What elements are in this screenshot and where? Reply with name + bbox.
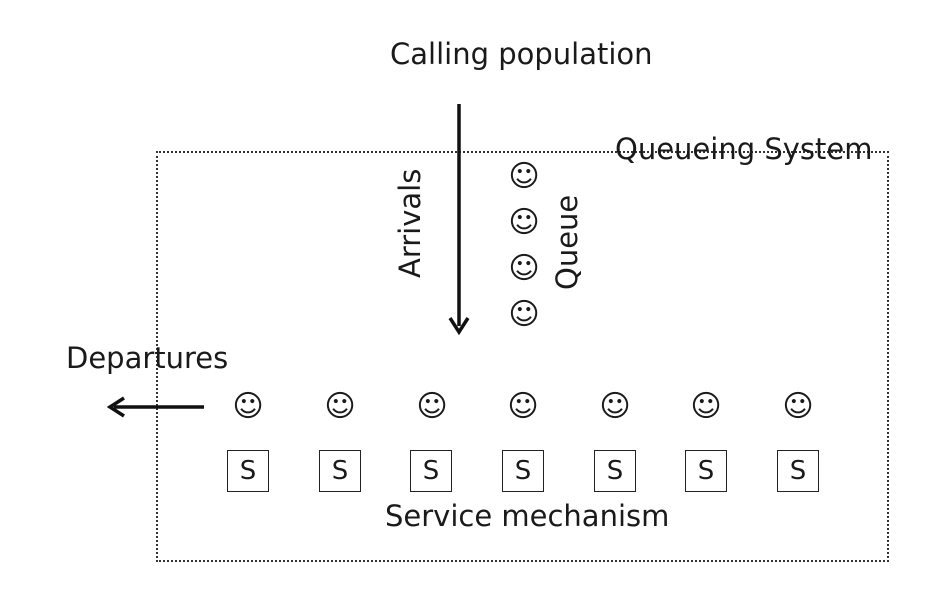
departures-label: Departures [66,341,229,375]
smiley-face-icon: ☺ [508,205,540,240]
queueing-system-boundary [156,151,889,562]
server-box: S [227,450,269,492]
smiley-face-icon: ☺ [324,389,356,424]
smiley-face-icon: ☺ [232,389,264,424]
server-box: S [594,450,636,492]
arrow-down-icon [448,104,470,336]
arrow-left-icon [106,396,204,418]
smiley-face-icon: ☺ [508,251,540,286]
smiley-face-icon: ☺ [690,389,722,424]
server-box: S [319,450,361,492]
calling-population-label: Calling population [390,37,653,71]
server-box: S [410,450,452,492]
service-mechanism-label: Service mechanism [385,499,670,533]
queueing-system-label: Queueing System [615,132,873,166]
server-box: S [685,450,727,492]
server-box: S [777,450,819,492]
server-box: S [502,450,544,492]
smiley-face-icon: ☺ [508,297,540,332]
smiley-face-icon: ☺ [782,389,814,424]
smiley-face-icon: ☺ [599,389,631,424]
smiley-face-icon: ☺ [508,159,540,194]
smiley-face-icon: ☺ [416,389,448,424]
smiley-face-icon: ☺ [507,389,539,424]
